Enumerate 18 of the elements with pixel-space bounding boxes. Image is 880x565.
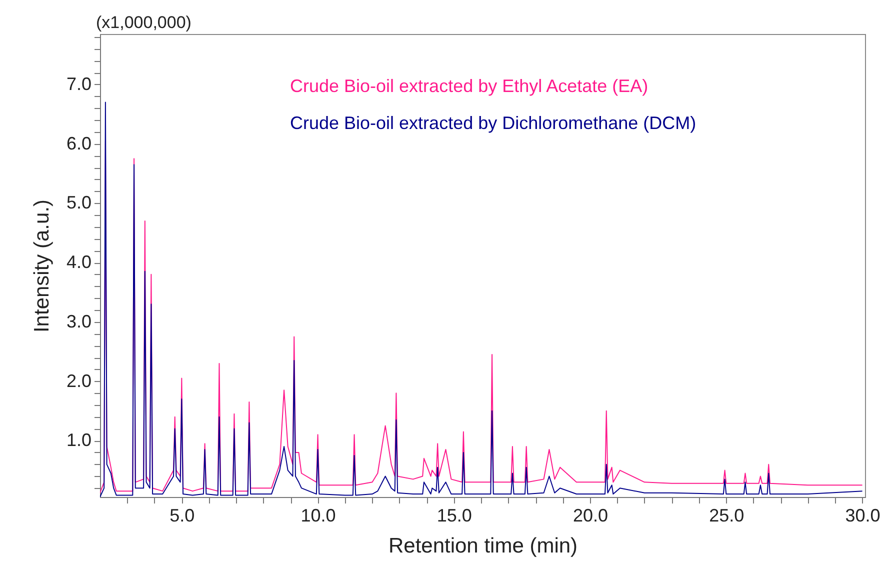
- x-tick-label: 20.0: [573, 506, 608, 526]
- y-tick-label: 3.0: [66, 311, 92, 332]
- y-tick-label: 7.0: [66, 74, 92, 94]
- y-tick-label: 1.0: [66, 430, 92, 450]
- y-tick-label: 4.0: [66, 252, 92, 272]
- y-axis-title: Intensity (a.u.): [30, 199, 54, 333]
- text: (x1,000,000): [96, 13, 192, 32]
- x-tick-label: 5.0: [170, 506, 195, 526]
- text: Crude Bio-oil extracted by Dichloromethane (DCM): [290, 113, 696, 133]
- x-tick-label: 15.0: [436, 506, 472, 526]
- x-tick-label: 10.0: [300, 506, 336, 526]
- y-tick-label: 2.0: [66, 370, 92, 391]
- x-axis-title: Retention time (min): [388, 534, 578, 558]
- y-tick-label: 5.0: [66, 192, 92, 213]
- y-tick-label: 6.0: [66, 133, 92, 154]
- x-tick-label: 25.0: [709, 506, 744, 526]
- x-tick-label: 30.0: [845, 506, 880, 526]
- text: Crude Bio-oil extracted by Ethyl Acetate (EA): [290, 76, 648, 96]
